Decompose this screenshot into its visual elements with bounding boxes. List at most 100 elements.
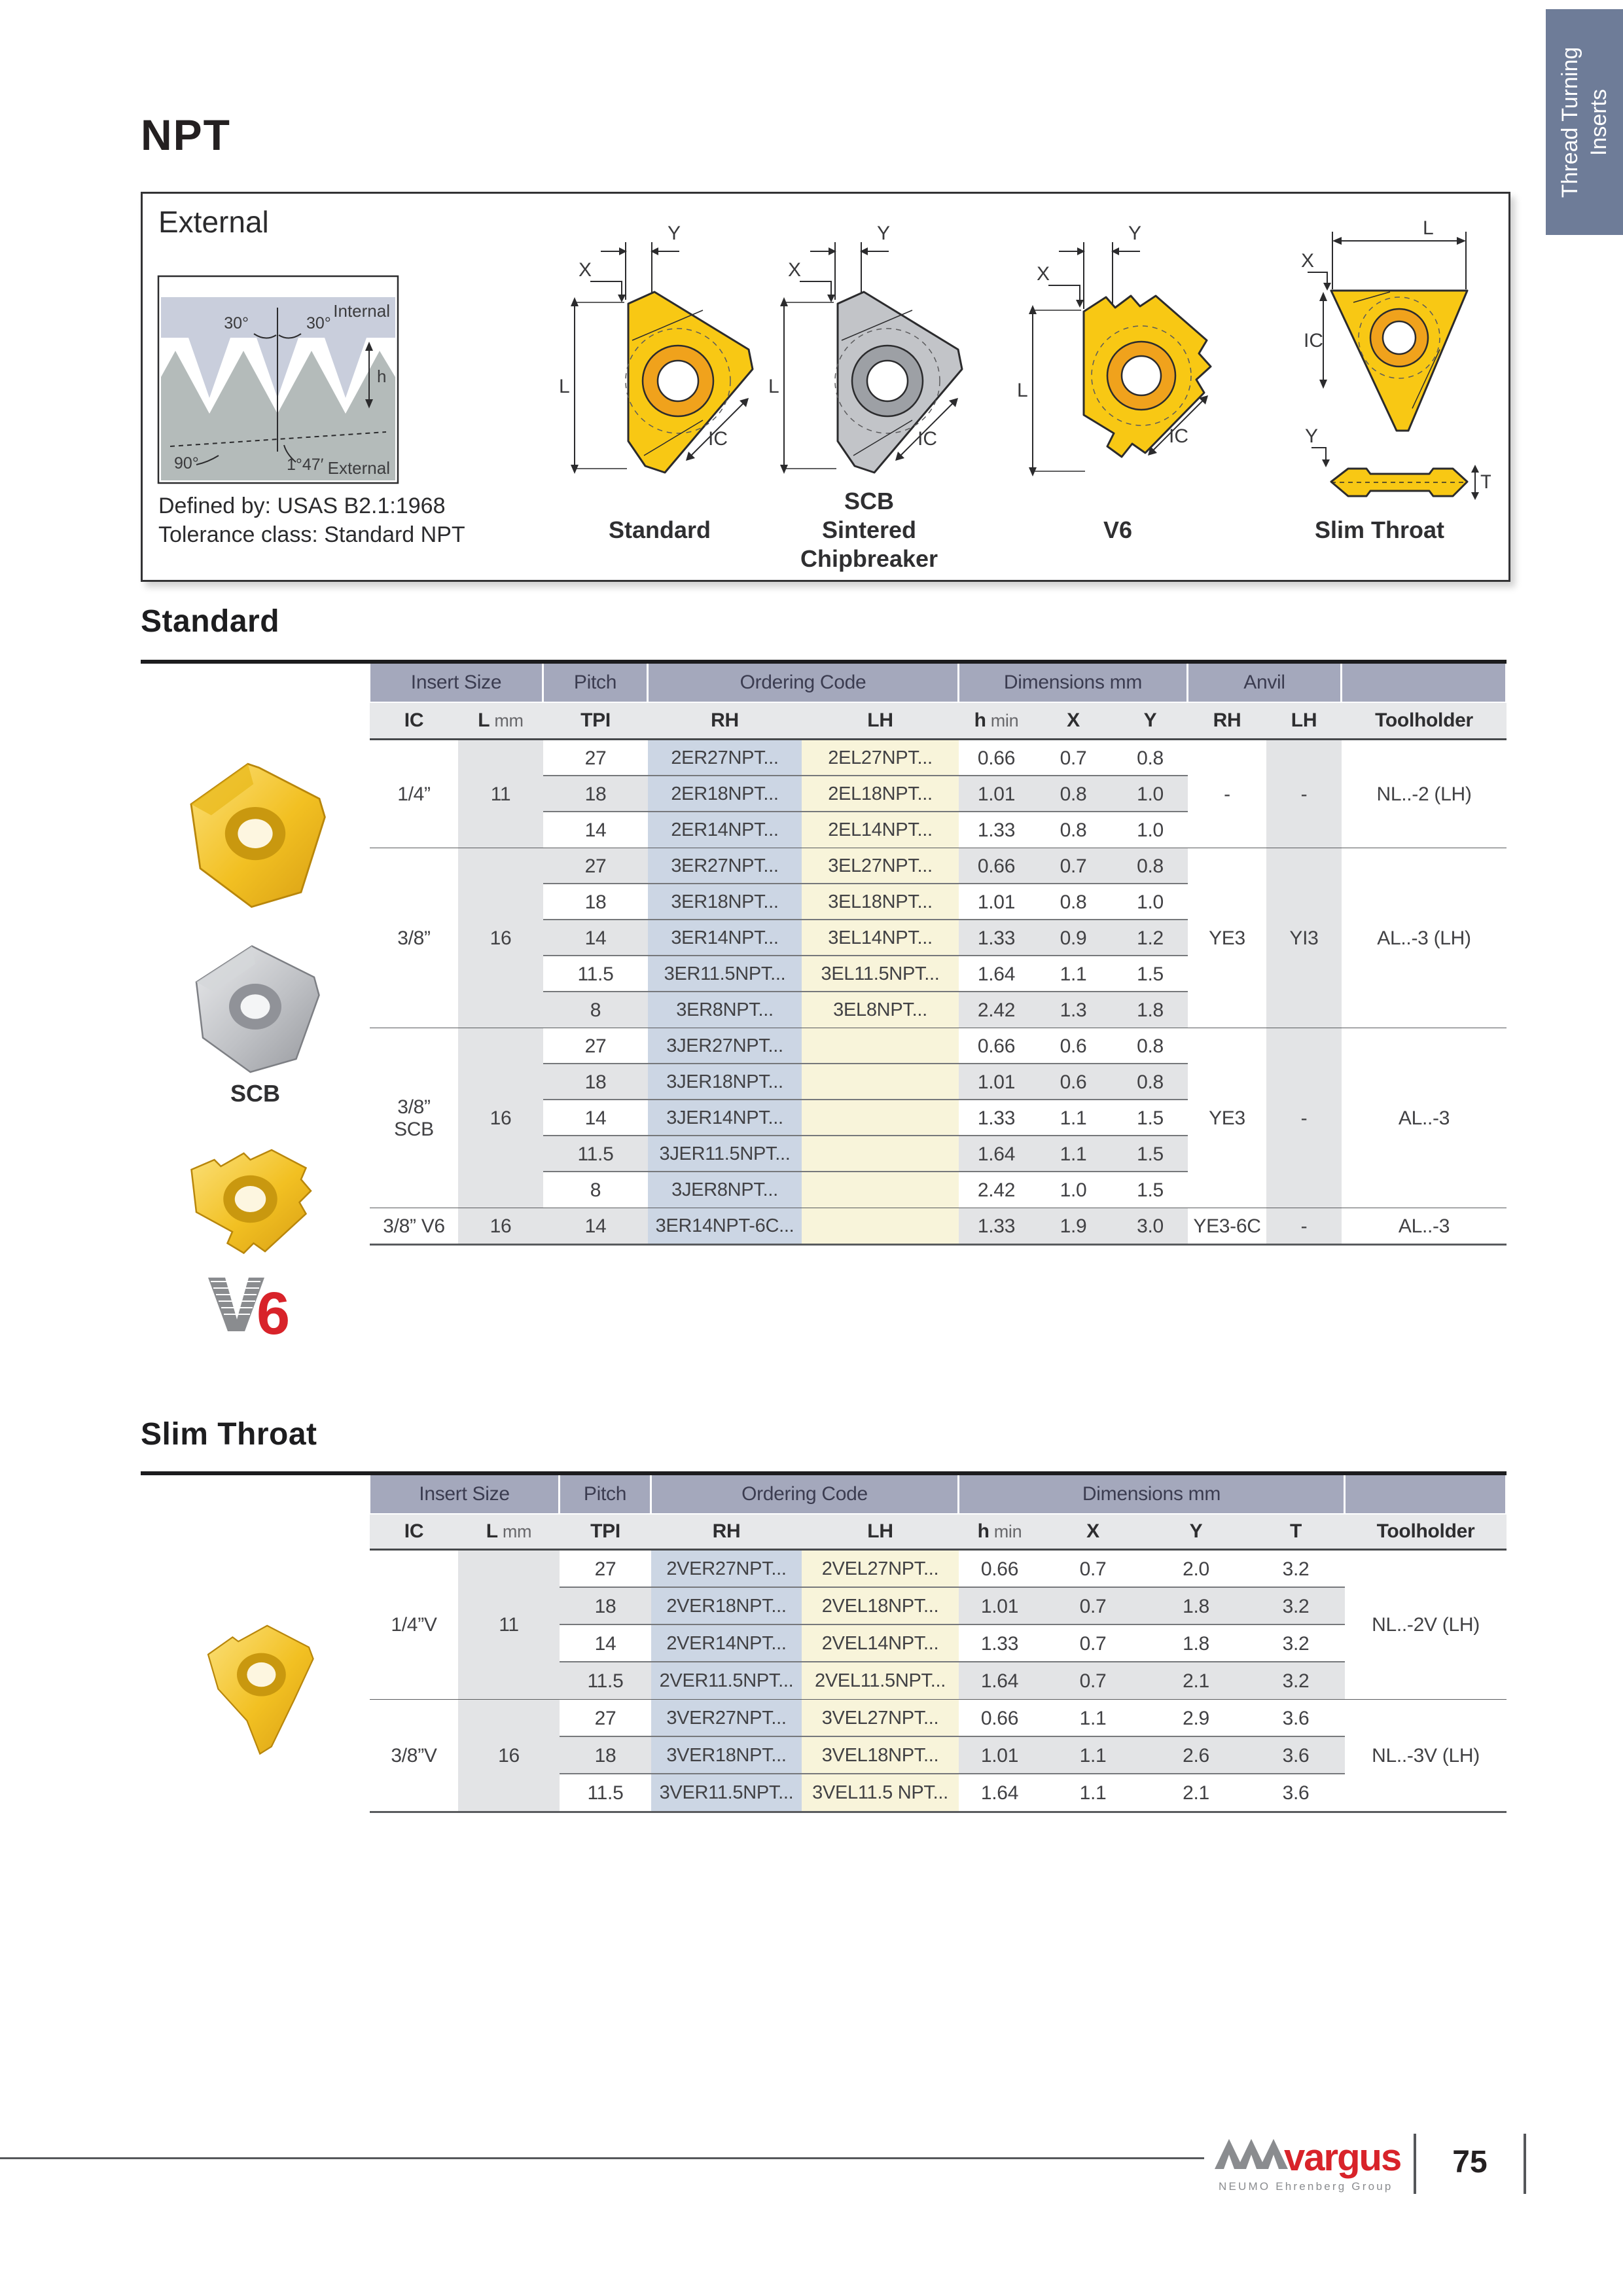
tpi-cell: 27 [543, 1028, 648, 1064]
dim-ic-label: IC [708, 428, 728, 450]
profile-taper-label: 1°47′ [287, 456, 324, 474]
y-cell: 0.8 [1113, 1028, 1188, 1064]
tpi-cell: 14 [560, 1625, 651, 1662]
dim-ic-label: IC [918, 428, 937, 450]
ordering-code-lh-cell: 2EL27NPT... [802, 740, 959, 776]
row-divider [560, 1661, 1345, 1662]
ordering-code-rh-cell: 3JER11.5NPT... [648, 1136, 802, 1172]
column-header-text: Y [1189, 1520, 1203, 1542]
y-cell: 1.5 [1113, 1136, 1188, 1172]
dim-l-label: L [768, 376, 779, 397]
standard-section-heading: Standard [141, 604, 280, 639]
table-bottom-rule [370, 1244, 1507, 1246]
scb-insert-diagram: Y X L IC [768, 223, 963, 474]
column-header-text: h [974, 709, 986, 731]
ordering-code-rh-cell: 2ER18NPT... [648, 776, 802, 812]
x-cell: 1.3 [1034, 992, 1113, 1028]
ordering-code-lh-cell: 2VEL14NPT... [802, 1625, 959, 1662]
h-min-cell: 1.01 [959, 1064, 1034, 1100]
v6-insert-photo [190, 1149, 312, 1255]
h-min-cell: 1.64 [959, 956, 1034, 992]
dim-l-label: L [559, 376, 570, 397]
y-cell: 0.8 [1113, 848, 1188, 884]
row-divider [543, 1063, 1188, 1064]
external-box-title: External [158, 205, 269, 239]
y-cell: 3.0 [1113, 1208, 1188, 1244]
column-header-ic: IC [370, 703, 458, 738]
vargus-logo-subtext: NEUMO Ehrenberg Group [1219, 2180, 1393, 2193]
toolholder-cell: NL..-2 (LH) [1342, 740, 1507, 848]
tolerance-text: Tolerance class: Standard NPT [158, 522, 465, 547]
ordering-code-rh-cell: 3ER14NPT... [648, 920, 802, 956]
tpi-cell: 11.5 [560, 1662, 651, 1700]
tpi-cell: 11.5 [543, 1136, 648, 1172]
tpi-cell: 18 [560, 1588, 651, 1625]
v6-insert-diagram: Y X L IC [1017, 223, 1212, 476]
tab-thread-turning-inserts: Thread Turning Inserts [1546, 9, 1623, 235]
footer-rule [0, 2157, 1204, 2159]
column-header-text: IC [404, 709, 424, 731]
column-header-text: L [486, 1520, 498, 1542]
column-header-text: IC [404, 1520, 424, 1542]
dim-x-label: X [1037, 263, 1050, 285]
column-header-text: LH [867, 1520, 893, 1542]
h-min-cell: 1.33 [959, 1100, 1034, 1136]
variant-caption-v6: V6 [1103, 516, 1133, 543]
ordering-code-lh-cell: 3EL27NPT... [802, 848, 959, 884]
insert-size-l-cell: 11 [458, 1551, 560, 1700]
tpi-cell: 14 [543, 920, 648, 956]
ordering-code-lh-cell [802, 1064, 959, 1100]
h-min-cell: 0.66 [959, 1551, 1041, 1588]
column-header-tool: Toolholder [1345, 1515, 1507, 1549]
insert-size-ic-cell: 3/8” V6 [370, 1208, 458, 1244]
anvil-lh-cell: - [1266, 1208, 1342, 1244]
row-divider [543, 811, 1188, 812]
t-cell: 3.2 [1247, 1551, 1345, 1588]
profile-angle-left-label: 30° [224, 314, 249, 332]
x-cell: 0.7 [1041, 1588, 1145, 1625]
vargus-logo-text: vargus [1284, 2136, 1400, 2179]
h-min-cell: 1.33 [959, 1208, 1034, 1244]
row-divider [543, 991, 1188, 992]
slim-throat-insert-diagram: L X IC Y T [1301, 217, 1491, 500]
column-header-tool: Toolholder [1342, 703, 1507, 738]
column-header-ic: IC [370, 1515, 458, 1549]
ordering-code-rh-cell: 3ER27NPT... [648, 848, 802, 884]
ordering-code-lh-cell [802, 1100, 959, 1136]
dim-ic-label: IC [1169, 425, 1188, 447]
x-cell: 1.0 [1034, 1172, 1113, 1208]
row-divider [543, 883, 1188, 884]
subheader-rule [370, 738, 1507, 740]
x-cell: 0.7 [1041, 1551, 1145, 1588]
column-header-t: T [1247, 1515, 1345, 1549]
tab-line-2: Inserts [1586, 88, 1611, 156]
ordering-code-lh-cell: 3EL14NPT... [802, 920, 959, 956]
dim-l-label: L [1423, 217, 1434, 239]
column-header-text: X [1067, 709, 1080, 731]
ordering-code-rh-cell: 2ER14NPT... [648, 812, 802, 848]
ordering-code-rh-cell: 3JER27NPT... [648, 1028, 802, 1064]
h-min-cell: 0.66 [959, 1028, 1034, 1064]
ordering-code-lh-cell: 3EL11.5NPT... [802, 956, 959, 992]
x-cell: 0.8 [1034, 776, 1113, 812]
tpi-cell: 11.5 [543, 956, 648, 992]
dim-ic-label: IC [1304, 330, 1323, 351]
x-cell: 0.6 [1034, 1028, 1113, 1064]
t-cell: 3.2 [1247, 1588, 1345, 1625]
toolholder-cell: AL..-3 [1342, 1208, 1507, 1244]
ordering-code-rh-cell: 2VER14NPT... [651, 1625, 802, 1662]
ordering-code-rh-cell: 3ER14NPT-6C... [648, 1208, 802, 1244]
x-cell: 1.1 [1041, 1700, 1145, 1737]
y-cell: 1.5 [1113, 1100, 1188, 1136]
tab-label: Thread Turning Inserts [1546, 9, 1623, 235]
dim-x-label: X [1301, 250, 1314, 272]
tpi-cell: 18 [560, 1737, 651, 1774]
column-group-header: Pitch [560, 1475, 650, 1513]
t-cell: 3.2 [1247, 1662, 1345, 1700]
x-cell: 0.7 [1034, 740, 1113, 776]
dim-y-label: Y [1305, 425, 1318, 447]
h-min-cell: 1.01 [959, 1588, 1041, 1625]
ordering-code-lh-cell: 3VEL11.5 NPT... [802, 1774, 959, 1812]
